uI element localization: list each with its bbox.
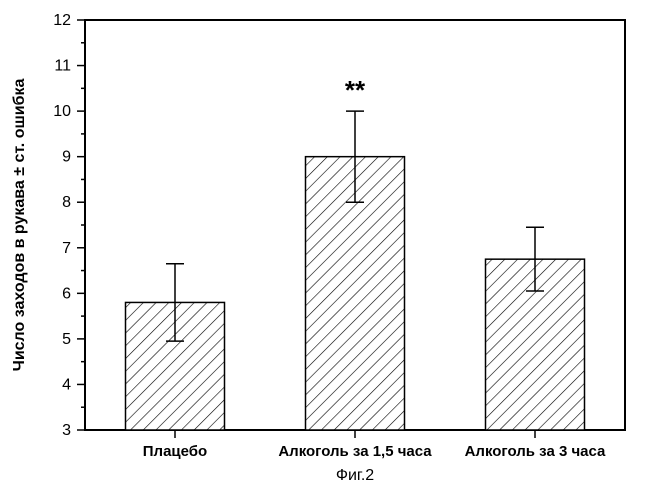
y-tick-label: 3 [62,422,71,439]
x-category-label: Алкоголь за 1,5 часа [278,443,432,460]
y-tick-label: 5 [62,331,71,348]
bar-chart: 3 4 5 6 7 8 9 10 11 12 Плацебо ** Алкоголь за 1,5 ча… [0,0,645,500]
chart-container: { "chart": { "type": "bar", "width": 645… [0,0,645,500]
y-tick-label: 8 [62,194,71,211]
y-tick-label: 9 [62,149,71,166]
significance-marker: ** [345,75,366,105]
y-tick-label: 4 [62,376,71,393]
y-tick-label: 6 [62,285,71,302]
x-category-label: Алкоголь за 3 часа [465,443,606,460]
figure-caption: Фиг.2 [336,467,374,484]
y-tick-label: 12 [53,12,71,29]
y-tick-label: 7 [62,240,71,257]
y-tick-label: 11 [54,58,71,75]
x-category-label: Плацебо [143,443,207,460]
y-tick-label: 10 [53,103,71,120]
y-axis-label: Число заходов в рукава ± ст. ошибка [11,78,28,371]
